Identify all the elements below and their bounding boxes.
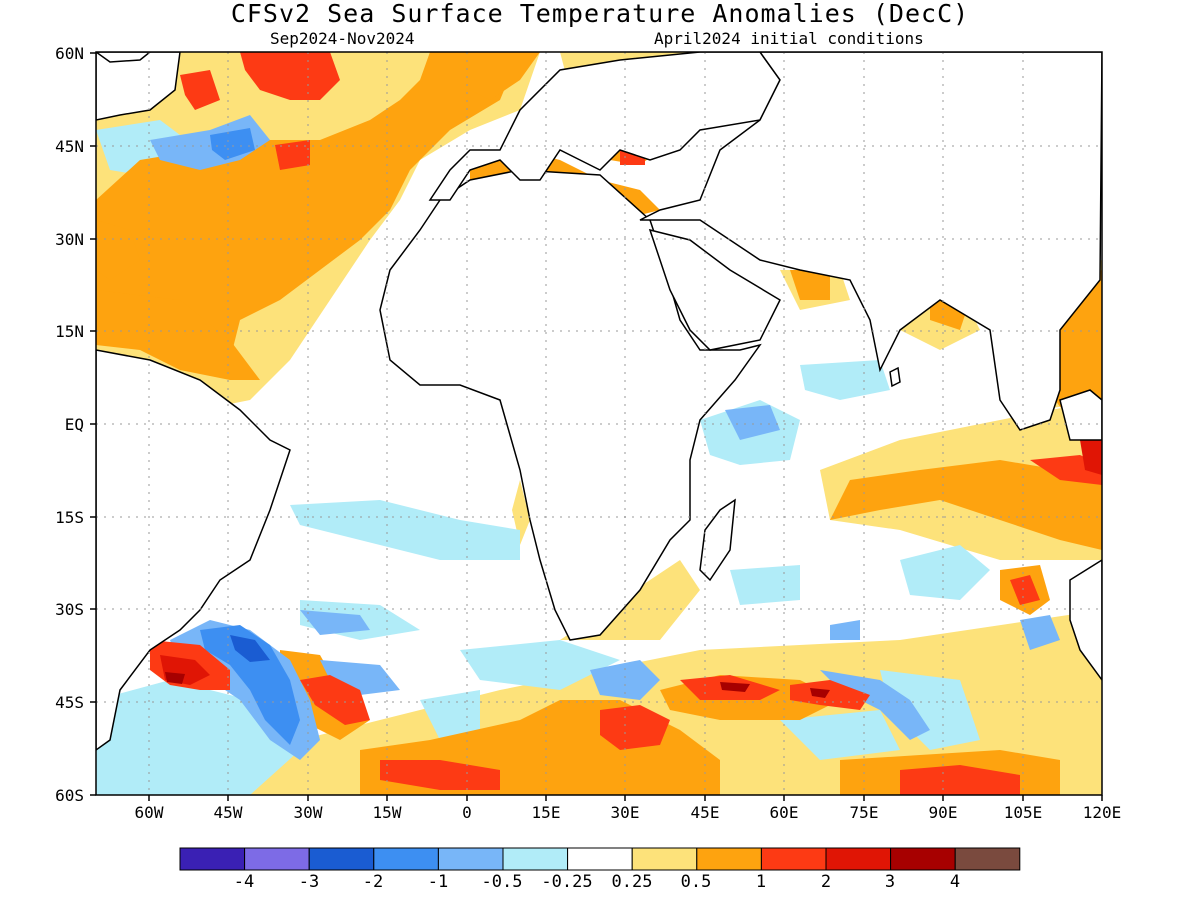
colorbar-tick-label: 4 xyxy=(949,872,961,892)
map-title: CFSv2 Sea Surface Temperature Anomalies … xyxy=(230,0,970,28)
colorbar-swatch xyxy=(696,847,762,871)
lon-label: 30W xyxy=(293,803,323,822)
lon-label: 45E xyxy=(690,803,720,822)
lat-label: 60S xyxy=(55,786,84,805)
lon-label: 75E xyxy=(849,803,879,822)
lon-label: 60E xyxy=(769,803,799,822)
colorbar-tick-label: -2 xyxy=(362,872,384,892)
lat-label: 45N xyxy=(55,137,84,156)
lat-label: 30N xyxy=(55,230,84,249)
borneo-outline xyxy=(1059,389,1102,441)
lat-label: EQ xyxy=(64,415,84,434)
colorbar-tick-label: -3 xyxy=(298,872,320,892)
initial-conditions-subtitle: April2024 initial conditions xyxy=(654,29,924,48)
madagascar-outline xyxy=(699,498,736,582)
colorbar-swatch xyxy=(825,847,892,871)
lon-label: 60W xyxy=(134,803,164,822)
lon-label: 15W xyxy=(372,803,402,822)
very-strong-cool-anomalies xyxy=(230,635,270,662)
south-america-outline xyxy=(96,349,291,751)
lon-label: 0 xyxy=(462,803,472,822)
lat-label: 15N xyxy=(55,322,84,341)
lon-label: 45W xyxy=(213,803,243,822)
colorbar-swatch xyxy=(567,847,633,871)
sri-lanka-outline xyxy=(889,366,901,388)
colorbar-swatch xyxy=(760,847,827,871)
lon-label: 120E xyxy=(1082,803,1122,822)
lon-label: 15E xyxy=(531,803,561,822)
lat-label: 60N xyxy=(55,44,84,63)
colorbar-swatch xyxy=(179,847,246,871)
colorbar-tick-label: 3 xyxy=(884,872,896,892)
colorbar-swatch xyxy=(244,847,310,871)
arabia-outline xyxy=(648,228,781,351)
colorbar xyxy=(179,847,1021,871)
australia-outline xyxy=(1069,559,1102,682)
lat-label: 15S xyxy=(55,508,84,527)
colorbar-swatch xyxy=(308,847,375,871)
strong-cool-anomalies xyxy=(200,128,300,745)
colorbar-swatch xyxy=(373,847,439,871)
colorbar-swatch xyxy=(502,847,569,871)
land-mask xyxy=(96,52,1102,751)
colorbar-tick-label: 0.25 xyxy=(611,872,653,892)
greenland-outline xyxy=(96,52,152,63)
colorbar-tick-label: -0.25 xyxy=(541,872,593,892)
colorbar-swatch xyxy=(890,847,956,871)
axis-ticks xyxy=(90,52,1103,801)
asia-outline xyxy=(639,52,1102,431)
lat-label: 30S xyxy=(55,600,84,619)
colorbar-swatch xyxy=(437,847,504,871)
colorbar-tick-label: -0.5 xyxy=(481,872,523,892)
colorbar-swatch xyxy=(954,847,1021,871)
lon-label: 90E xyxy=(928,803,958,822)
colorbar-swatch xyxy=(631,847,698,871)
lat-label: 45S xyxy=(55,693,84,712)
colorbar-tick-label: -1 xyxy=(427,872,449,892)
colorbar-tick-label: -4 xyxy=(233,872,255,892)
colorbar-tick-label: 2 xyxy=(820,872,832,892)
lon-label: 105E xyxy=(1003,803,1043,822)
north-america-outline xyxy=(96,52,181,121)
lon-label: 30E xyxy=(610,803,640,822)
colorbar-tick-label: 1 xyxy=(755,872,767,892)
extreme-warm-anomalies xyxy=(165,672,830,698)
colorbar-tick-label: 0.5 xyxy=(680,872,712,892)
period-subtitle: Sep2024-Nov2024 xyxy=(270,29,415,48)
europe-outline xyxy=(428,52,781,201)
